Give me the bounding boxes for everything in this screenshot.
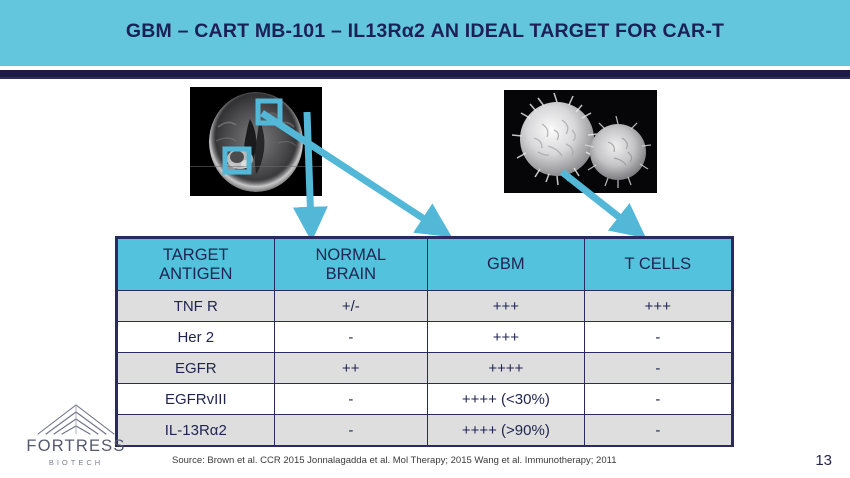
header-line-1: GBM (487, 255, 525, 274)
cell-antigen: EGFR (117, 352, 275, 384)
fortress-biotech-logo: FORTRESS BIOTECH (22, 404, 130, 470)
cell-antigen: TNF R (117, 290, 275, 322)
logo-tagline: BIOTECH (48, 458, 104, 467)
chevron-mountain-icon (37, 404, 115, 435)
title-band (0, 0, 850, 66)
cell-normal-brain: - (273, 414, 429, 446)
mri-brain-scan-icon (190, 87, 322, 196)
logo-wordmark: FORTRESS (26, 437, 126, 455)
header-line-1: TARGET (162, 246, 229, 265)
title-divider-white (0, 66, 850, 70)
column-header-t-cells: T CELLS (583, 238, 733, 291)
header-line-2: BRAIN (325, 264, 377, 283)
table-row: EGFRvIII - ++++ (<30%) - (117, 383, 733, 415)
table-row: IL-13Rα2 - ++++ (>90%) - (117, 414, 733, 446)
cell-t-cells: - (583, 352, 733, 384)
mri-brain-scan-image (190, 87, 322, 196)
cell-antigen: EGFRvIII (117, 383, 275, 415)
cell-t-cells: - (583, 383, 733, 415)
cell-normal-brain: - (273, 383, 429, 415)
page-title: GBM – CART MB-101 – IL13Rα2 AN IDEAL TAR… (125, 20, 725, 42)
cell-gbm: +++ (427, 290, 585, 322)
cell-normal-brain: +/- (273, 290, 429, 322)
connector-arrows (260, 110, 647, 240)
cell-normal-brain: - (273, 321, 429, 353)
table-row: TNF R +/- +++ +++ (117, 290, 733, 322)
cell-normal-brain: ++ (273, 352, 429, 384)
cell-gbm: ++++ (>90%) (427, 414, 585, 446)
header-line-2: ANTIGEN (159, 264, 233, 283)
cell-gbm: ++++ (427, 352, 585, 384)
source-citation: Source: Brown et al. CCR 2015 Jonnalagad… (172, 455, 617, 466)
antigen-expression-table: TARGET ANTIGEN NORMAL BRAIN GBM T CELLS (115, 236, 734, 447)
column-header-target-antigen: TARGET ANTIGEN (117, 238, 275, 291)
cell-antigen: Her 2 (117, 321, 275, 353)
column-header-normal-brain: NORMAL BRAIN (273, 238, 429, 291)
cell-t-cells: +++ (583, 290, 733, 322)
cell-gbm: ++++ (<30%) (427, 383, 585, 415)
header-line-1: T CELLS (624, 255, 692, 274)
t-cell-micrograph-icon (504, 90, 657, 193)
title-divider-navy (0, 70, 850, 77)
table-row: EGFR ++ ++++ - (117, 352, 733, 384)
header-line-1: NORMAL (315, 246, 387, 265)
t-cell-micrograph-image (504, 90, 657, 193)
table-row: Her 2 - +++ - (117, 321, 733, 353)
table-header-row: TARGET ANTIGEN NORMAL BRAIN GBM T CELLS (117, 238, 733, 291)
cell-gbm: +++ (427, 321, 585, 353)
title-divider-navy-thin (0, 77, 850, 79)
slide-number: 13 (815, 452, 832, 469)
cell-antigen: IL-13Rα2 (117, 414, 275, 446)
column-header-gbm: GBM (427, 238, 585, 291)
cell-t-cells: - (583, 414, 733, 446)
cell-t-cells: - (583, 321, 733, 353)
